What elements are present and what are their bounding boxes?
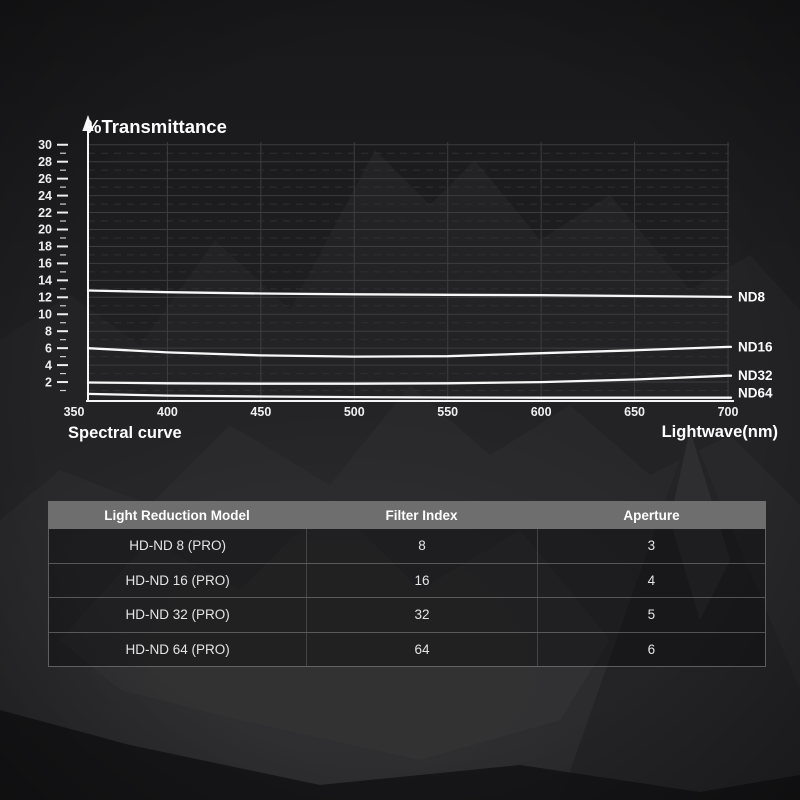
y-tick-label: 10 [38,307,52,321]
curve-nd8 [86,289,733,299]
table-row: HD-ND 16 (PRO) 16 4 [49,562,765,597]
table-cell: HD-ND 32 (PRO) [125,607,230,623]
x-tick-label: 600 [531,405,552,419]
x-tick-label: 350 [64,405,85,419]
table-cell: 6 [536,632,765,666]
x-tick-label: 400 [157,405,178,419]
x-axis-title: Lightwave(nm) [662,423,778,441]
x-tick-label: 700 [718,405,739,419]
x-tick-label: 500 [344,405,365,419]
table-body: HD-ND 8 (PRO) 8 3 HD-ND 16 (PRO) 16 4 HD-ND 32… [48,529,766,667]
table-row: HD-ND 32 (PRO) 32 5 [49,597,765,632]
y-tick-label: 2 [45,375,52,389]
y-tick-label: 12 [38,291,52,305]
series-label-nd16: ND16 [738,339,773,354]
chart-subtitle-spectral-curve: Spectral curve [68,424,182,442]
header-cell-aperture: Aperture [623,507,680,523]
table-cell: HD-ND 64 (PRO) [125,641,230,657]
y-tick-label: 28 [38,155,52,169]
x-tick-label: 650 [624,405,645,419]
y-tick-label: 6 [45,341,52,355]
series-label-nd32: ND32 [738,368,773,383]
y-tick-label: 24 [38,189,52,203]
table-cell: 16 [306,563,536,597]
y-tick-label: 4 [45,358,52,372]
light-reduction-table: Light Reduction Model Filter Index Apert… [48,501,766,667]
table-cell: HD-ND 16 (PRO) [125,572,230,588]
table-cell: 5 [536,598,765,632]
series-label-nd8: ND8 [738,289,765,304]
series-label-nd64: ND64 [738,386,773,401]
y-tick-label: 18 [38,240,52,254]
curve-nd16 [86,345,733,358]
table-header-row: Light Reduction Model Filter Index Apert… [48,501,766,529]
y-tick-label: 8 [45,324,52,338]
table-row: HD-ND 8 (PRO) 8 3 [49,529,765,563]
header-cell-light-reduction-model: Light Reduction Model [104,507,250,523]
chart-title: %Transmittance [85,116,227,137]
y-tick-label: 16 [38,257,52,271]
y-tick-label: 26 [38,172,52,186]
curve-nd32 [86,374,733,385]
y-axis-arrow-icon [82,115,94,131]
table-cell: 8 [306,529,536,563]
y-tick-label: 14 [38,274,52,288]
table-cell: 3 [536,529,765,563]
x-tick-label: 550 [437,405,458,419]
table-cell: HD-ND 8 (PRO) [129,538,227,554]
y-tick-label: 20 [38,223,52,237]
header-cell-filter-index: Filter Index [385,507,458,523]
y-tick-label: 30 [38,138,52,152]
table-cell: 64 [306,632,536,666]
y-tick-label: 22 [38,206,52,220]
table-row: HD-ND 64 (PRO) 64 6 [49,631,765,666]
curve-nd64 [86,392,733,399]
x-tick-label: 450 [250,405,271,419]
table-cell: 32 [306,598,536,632]
table-cell: 4 [536,563,765,597]
